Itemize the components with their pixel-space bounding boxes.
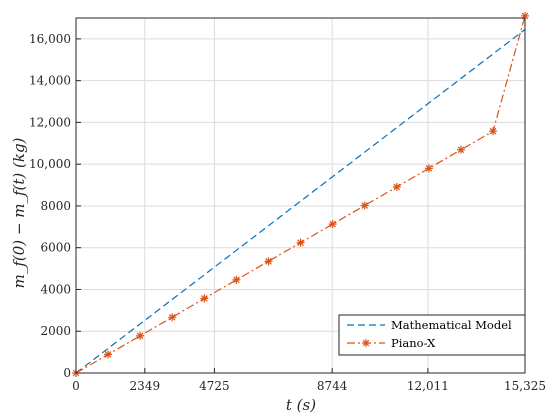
legend-label-1: Piano-X xyxy=(391,336,436,350)
marker-stroke xyxy=(265,257,272,265)
legend-label-0: Mathematical Model xyxy=(391,318,512,332)
marker-stroke xyxy=(201,295,208,302)
y-tick-label: 6000 xyxy=(40,241,71,255)
legend-marker-1 xyxy=(362,339,370,347)
series-1-point xyxy=(456,145,465,154)
y-tick-label: 8000 xyxy=(40,199,71,213)
marker-stroke xyxy=(233,276,240,284)
x-tick-label: 4725 xyxy=(199,379,230,393)
marker-stroke xyxy=(329,220,336,228)
marker-stroke xyxy=(393,183,401,191)
x-tick-label: 15,325 xyxy=(504,379,546,393)
ticks-layer: 0 2349 4725 8744 12,011 15,325 0 2000 4000 6000 80… xyxy=(29,32,546,393)
x-tick-label: 0 xyxy=(72,379,80,393)
x-axis-label: t (s) xyxy=(286,396,316,414)
marker-stroke xyxy=(489,127,497,135)
series-1-point xyxy=(392,182,401,191)
series-1-point xyxy=(200,294,209,303)
series-1-point xyxy=(168,313,177,322)
series-1-point xyxy=(136,331,145,340)
y-tick-label: 16,000 xyxy=(29,32,71,46)
plot-frame xyxy=(75,17,526,374)
x-tick-label: 12,011 xyxy=(407,379,449,393)
series-1-point xyxy=(328,220,337,229)
marker-stroke xyxy=(104,351,112,358)
x-tick-label: 8744 xyxy=(317,379,348,393)
series-1-point xyxy=(489,127,498,136)
legend-items: Mathematical Model Piano-X xyxy=(347,318,512,350)
marker-stroke xyxy=(168,313,176,321)
series-1-point xyxy=(296,238,305,247)
y-tick-label: 14,000 xyxy=(29,74,71,88)
marker-stroke xyxy=(136,332,144,340)
y-tick-label: 2000 xyxy=(40,324,71,338)
y-tick-label: 4000 xyxy=(40,282,71,296)
y-tick-label: 10,000 xyxy=(29,157,71,171)
series-1-point xyxy=(424,164,433,173)
legend-box xyxy=(338,314,526,356)
series-1-point xyxy=(104,350,113,359)
y-axis-label: m_f(0) − m_f(t) (kg) xyxy=(10,137,28,288)
marker-stroke xyxy=(361,202,369,209)
legend: Mathematical Model Piano-X xyxy=(338,314,526,356)
y-tick-label: 0 xyxy=(63,366,71,380)
marker-stroke xyxy=(457,146,465,154)
series-line-0 xyxy=(75,29,526,374)
series-layer xyxy=(72,11,529,377)
marker-stroke xyxy=(362,339,370,347)
series-1-point xyxy=(360,201,369,210)
marker-stroke xyxy=(425,165,433,172)
series-1-point xyxy=(232,275,241,284)
marker-stroke xyxy=(297,239,304,246)
series-1-point xyxy=(264,257,273,266)
x-tick-label: 2349 xyxy=(130,379,161,393)
y-tick-label: 12,000 xyxy=(29,115,71,129)
